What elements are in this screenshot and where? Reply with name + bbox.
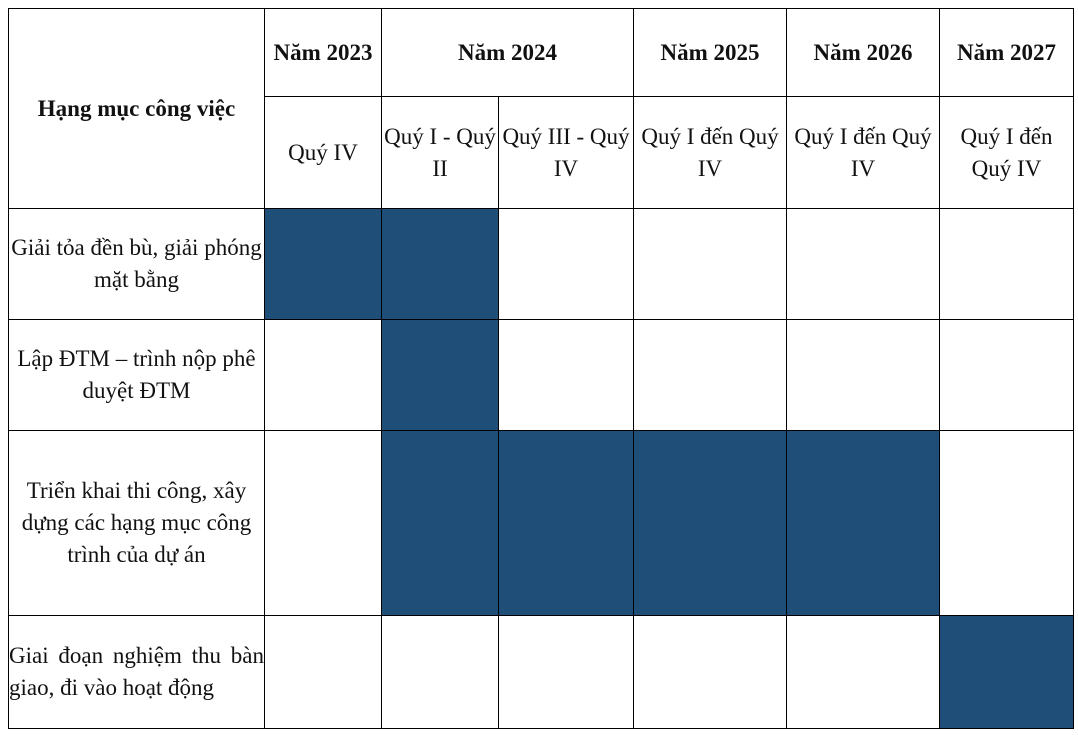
year-header-2026: Năm 2026 (786, 8, 940, 97)
schedule-cell (498, 208, 634, 320)
task-label: Giai đoạn nghiệm thu bàn giao, đi vào ho… (8, 615, 265, 729)
quarter-header-row: Quý IV Quý I - Quý II Quý III - Quý IV Q… (9, 96, 1074, 209)
year-header-row: Hạng mục công việc Năm 2023 Năm 2024 Năm… (8, 8, 1074, 209)
task-label: Giải tỏa đền bù, giải phóng mặt bằng (8, 208, 265, 320)
schedule-cell (381, 208, 499, 320)
task-label: Triển khai thi công, xây dựng các hạng m… (8, 430, 265, 616)
schedule-cell (633, 208, 787, 320)
schedule-cell (381, 615, 499, 729)
task-label: Lập ĐTM – trình nộp phê duyệt ĐTM (8, 319, 265, 431)
schedule-cell (498, 615, 634, 729)
quarter-header-2025: Quý I đến Quý IV (633, 96, 787, 209)
schedule-cell (939, 430, 1074, 616)
schedule-cell (381, 319, 499, 431)
schedule-cell (264, 430, 382, 616)
year-header-2027: Năm 2027 (939, 8, 1074, 97)
task-row-clearance: Giải tỏa đền bù, giải phóng mặt bằng (8, 208, 1074, 320)
year-header-2024: Năm 2024 (381, 8, 634, 97)
item-column-header: Hạng mục công việc (8, 8, 265, 209)
schedule-cell (381, 430, 499, 616)
schedule-cell (786, 615, 940, 729)
schedule-cell (939, 208, 1074, 320)
schedule-cell (264, 208, 382, 320)
schedule-cell (633, 319, 787, 431)
schedule-cell (786, 430, 940, 616)
schedule-table: Hạng mục công việc Năm 2023 Năm 2024 Năm… (8, 8, 1074, 729)
schedule-cell (264, 615, 382, 729)
quarter-header-2024-q3-q4: Quý III - Quý IV (498, 96, 634, 209)
quarter-header-2023-q4: Quý IV (264, 96, 382, 209)
quarter-header-2026: Quý I đến Quý IV (786, 96, 940, 209)
quarter-header-2027: Quý I đến Quý IV (939, 96, 1074, 209)
year-header-2025: Năm 2025 (633, 8, 787, 97)
schedule-cell (939, 615, 1074, 729)
schedule-cell (786, 319, 940, 431)
task-row-handover: Giai đoạn nghiệm thu bàn giao, đi vào ho… (8, 615, 1074, 729)
task-row-construction: Triển khai thi công, xây dựng các hạng m… (8, 430, 1074, 616)
quarter-header-2024-q1-q2: Quý I - Quý II (381, 96, 499, 209)
schedule-cell (939, 319, 1074, 431)
schedule-cell (498, 430, 634, 616)
schedule-cell (786, 208, 940, 320)
task-row-eia: Lập ĐTM – trình nộp phê duyệt ĐTM (8, 319, 1074, 431)
schedule-cell (498, 319, 634, 431)
schedule-cell (633, 615, 787, 729)
schedule-cell (633, 430, 787, 616)
schedule-cell (264, 319, 382, 431)
year-header-2023: Năm 2023 (264, 8, 382, 97)
